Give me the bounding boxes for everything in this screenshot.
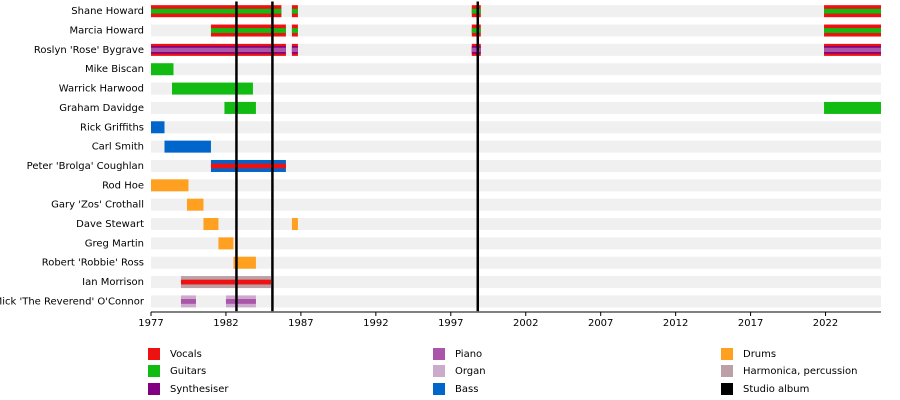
member-bar <box>203 218 219 231</box>
row-background <box>151 63 881 76</box>
x-tick-label: 1987 <box>288 318 313 329</box>
x-tick-label: 1997 <box>438 318 463 329</box>
member-name: Mike Biscan <box>85 64 144 75</box>
x-tick-label: 2022 <box>813 318 838 329</box>
x-tick-label: 2017 <box>738 318 763 329</box>
member-name: Mick 'The Reverend' O'Connor <box>0 296 145 307</box>
legend-swatch <box>721 383 733 395</box>
member-name: Graham Davidge <box>59 103 144 114</box>
member-name: Robert 'Robbie' Ross <box>42 258 144 269</box>
row-background <box>151 276 881 289</box>
x-tick-label: 2002 <box>513 318 538 329</box>
legend-swatch <box>433 383 445 395</box>
member-bar <box>471 47 481 53</box>
row-background <box>151 140 881 153</box>
legend-label: Synthesiser <box>170 384 229 395</box>
x-tick-label: 1982 <box>213 318 238 329</box>
row-background <box>151 218 881 231</box>
legend-label: Drums <box>743 349 776 360</box>
legend-swatch <box>148 383 160 395</box>
legend-label: Studio album <box>743 384 809 395</box>
member-bar <box>151 47 286 53</box>
member-bar <box>824 8 881 14</box>
legend-label: Guitars <box>170 366 206 377</box>
x-tick-label: 1992 <box>363 318 388 329</box>
row-background <box>151 82 881 95</box>
legend-swatch <box>721 365 733 377</box>
member-bar <box>233 256 256 269</box>
row-background <box>151 295 881 308</box>
member-bar <box>824 47 881 53</box>
member-bar <box>151 63 174 76</box>
row-background <box>151 101 881 114</box>
legend-label: Vocals <box>170 349 202 360</box>
x-tick-label: 1977 <box>138 318 163 329</box>
member-name: Marcia Howard <box>70 26 144 37</box>
legend-swatch <box>721 348 733 360</box>
x-tick-label: 2007 <box>588 318 613 329</box>
member-name: Gary 'Zos' Crothall <box>51 200 144 211</box>
member-bar <box>164 140 211 153</box>
member-bar <box>471 28 481 33</box>
row-background <box>151 121 881 134</box>
member-bar <box>210 163 286 169</box>
row-background <box>151 5 881 18</box>
member-bar <box>151 121 165 134</box>
member-bar <box>291 218 298 231</box>
member-name: Rick Griffiths <box>80 122 144 133</box>
member-bar <box>291 47 298 53</box>
member-bar <box>171 82 253 95</box>
member-bar <box>180 299 196 304</box>
member-bar <box>291 28 298 33</box>
member-bar <box>210 28 286 33</box>
member-name: Dave Stewart <box>76 219 144 230</box>
member-bar <box>225 299 256 304</box>
member-name: Carl Smith <box>92 142 144 153</box>
legend-label: Piano <box>455 349 482 360</box>
legend-label: Bass <box>455 384 478 395</box>
member-name: Roslyn 'Rose' Bygrave <box>34 45 144 56</box>
row-background <box>151 24 881 37</box>
member-bar <box>471 8 481 14</box>
legend-swatch <box>433 365 445 377</box>
row-background <box>151 256 881 269</box>
member-bar <box>291 8 298 14</box>
member-name: Shane Howard <box>71 6 144 17</box>
member-name: Peter 'Brolga' Coughlan <box>27 161 144 172</box>
member-name: Ian Morrison <box>82 277 144 288</box>
row-background <box>151 237 881 250</box>
member-bar <box>180 279 271 285</box>
member-bar <box>186 198 204 211</box>
legend-label: Harmonica, percussion <box>743 366 857 377</box>
member-bar <box>224 101 256 114</box>
legend-swatch <box>148 365 160 377</box>
row-background <box>151 179 881 192</box>
legend-label: Organ <box>455 366 486 377</box>
member-name: Rod Hoe <box>102 180 144 191</box>
member-bar <box>824 28 881 33</box>
member-bar <box>824 101 881 114</box>
member-name: Greg Martin <box>85 238 144 249</box>
member-name: Warrick Harwood <box>59 84 144 95</box>
member-bar <box>218 237 234 250</box>
member-bar <box>151 8 282 14</box>
x-tick-label: 2012 <box>663 318 688 329</box>
row-background <box>151 159 881 172</box>
row-background <box>151 198 881 211</box>
member-bar <box>151 179 189 192</box>
legend-swatch <box>433 348 445 360</box>
legend-swatch <box>148 348 160 360</box>
row-background <box>151 43 881 56</box>
